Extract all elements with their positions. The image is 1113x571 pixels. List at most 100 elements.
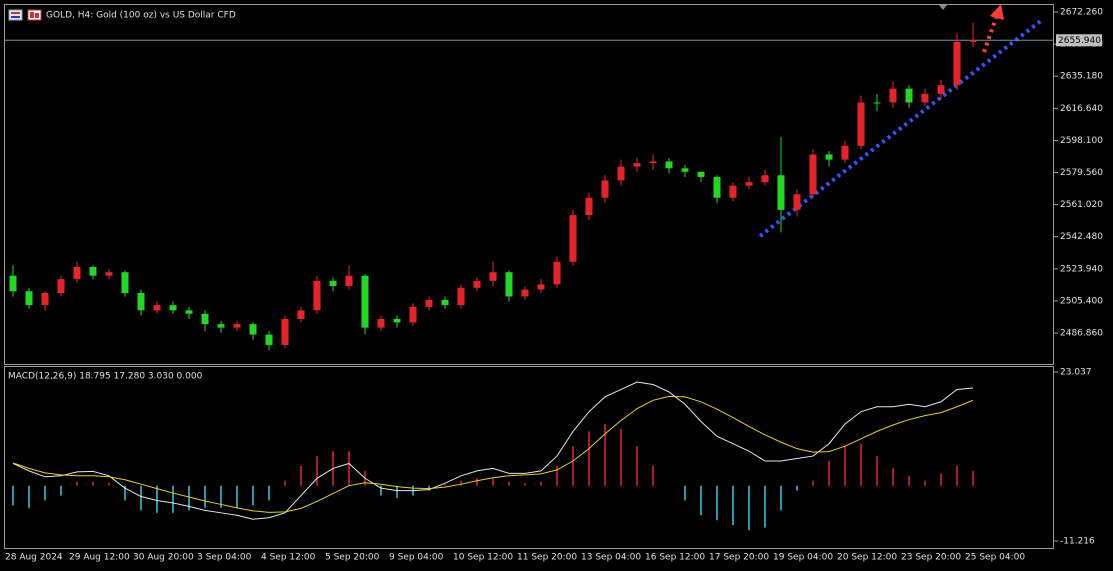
candle-body (921, 93, 929, 103)
candle-body (105, 272, 113, 276)
candle-body (233, 324, 241, 328)
x-tick-label: 30 Aug 20:00 (133, 553, 194, 563)
y-tick-label: -11.216 (1060, 537, 1095, 547)
price-panel (4, 4, 1054, 365)
candle-body (617, 166, 625, 181)
x-tick-label: 29 Aug 12:00 (69, 553, 130, 563)
candle-body (825, 154, 833, 160)
x-tick-label: 17 Sep 20:00 (709, 553, 769, 563)
candle-body (281, 318, 289, 345)
candle-body (345, 275, 353, 287)
forecast-arrow (982, 17, 998, 53)
candle-body (9, 275, 17, 292)
price-label-box (1056, 34, 1102, 47)
candle-body (41, 292, 49, 306)
y-tick-label: 2616.640 (1060, 104, 1103, 114)
candle-body (489, 272, 497, 281)
x-tick-label: 20 Sep 12:00 (837, 553, 897, 563)
y-tick-label: 2579.560 (1060, 168, 1103, 178)
y-tick-label: 2672.260 (1060, 7, 1103, 17)
candle-body (585, 197, 593, 216)
x-tick-label: 19 Sep 04:00 (773, 553, 833, 563)
chart-title: GOLD, H4: Gold (100 oz) vs US Dollar CFD (46, 11, 236, 21)
candle-body (409, 306, 417, 323)
icon-stripe (11, 16, 20, 18)
candle-body (521, 289, 529, 297)
y-tick-label: 2523.940 (1060, 264, 1103, 274)
candle-body (185, 310, 193, 314)
x-tick-label: 11 Sep 20:00 (517, 553, 577, 563)
macd-panel (4, 366, 1054, 549)
current-price-label: 2655.940 (1058, 36, 1101, 46)
candle-body (601, 180, 609, 198)
candle-body (265, 334, 273, 345)
candle-body (169, 305, 177, 311)
arrow-head (990, 4, 1004, 20)
candle-body (89, 267, 97, 276)
candle-body (393, 318, 401, 323)
candle-body (873, 102, 881, 104)
candle-body (569, 215, 577, 262)
candle-body (777, 175, 785, 210)
x-tick-label: 23 Sep 20:00 (901, 553, 961, 563)
trend-line (758, 18, 1044, 238)
y-tick-label: 2635.180 (1060, 72, 1103, 82)
candle-body (729, 185, 737, 198)
candle-body (761, 175, 769, 183)
candle-body (649, 161, 657, 164)
candle-body (441, 299, 449, 306)
candle-body (969, 40, 977, 42)
candle-body (937, 85, 945, 94)
candle-body (713, 176, 721, 198)
candle-body (633, 163, 641, 167)
candle-body (425, 299, 433, 307)
indicator-title: MACD(12,26,9) 18.795 17.280 3.030 0.000 (8, 372, 203, 382)
candle-body (249, 324, 257, 335)
candle-body (681, 168, 689, 172)
candle-body (153, 305, 161, 311)
candle-body (537, 284, 545, 290)
y-tick-label: 2561.020 (1060, 200, 1103, 210)
y-tick-label: 23.037 (1060, 367, 1092, 377)
candle-body (457, 287, 465, 306)
candle-body (377, 318, 385, 328)
icon-bar (35, 13, 39, 18)
x-tick-label: 13 Sep 04:00 (581, 553, 641, 563)
icon (8, 9, 23, 21)
x-tick-label: 4 Sep 12:00 (261, 553, 316, 563)
candle-body (889, 88, 897, 103)
x-tick-label: 25 Sep 04:00 (965, 553, 1025, 563)
icon-bar (30, 12, 34, 18)
marker (939, 5, 947, 10)
candle-body (505, 272, 513, 297)
candle-body (201, 313, 209, 325)
candle-body (857, 102, 865, 146)
candle-body (553, 261, 561, 285)
y-tick-label: 2505.400 (1060, 296, 1103, 306)
x-tick-label: 3 Sep 04:00 (197, 553, 252, 563)
candle-body (473, 280, 481, 288)
candle-body (665, 161, 673, 169)
y-tick-label: 2542.480 (1060, 232, 1103, 242)
candle-body (25, 291, 33, 306)
candle-body (793, 194, 801, 210)
candle-body (121, 272, 129, 293)
candle-body (329, 280, 337, 287)
candle-body (57, 279, 65, 293)
signal-line (12, 395, 974, 513)
x-tick-label: 9 Sep 04:00 (389, 553, 444, 563)
symbol-icons (8, 9, 42, 21)
macd-line (12, 381, 974, 520)
y-tick-label: 2598.100 (1060, 136, 1103, 146)
x-tick-label: 28 Aug 2024 (5, 553, 63, 563)
candle-body (809, 154, 817, 195)
candle-body (841, 145, 849, 160)
x-tick-label: 5 Sep 20:00 (325, 553, 380, 563)
candle-body (953, 41, 961, 86)
candle-body (697, 171, 705, 177)
candle-body (905, 88, 913, 103)
candle-body (137, 292, 145, 311)
candle-body (313, 280, 321, 311)
